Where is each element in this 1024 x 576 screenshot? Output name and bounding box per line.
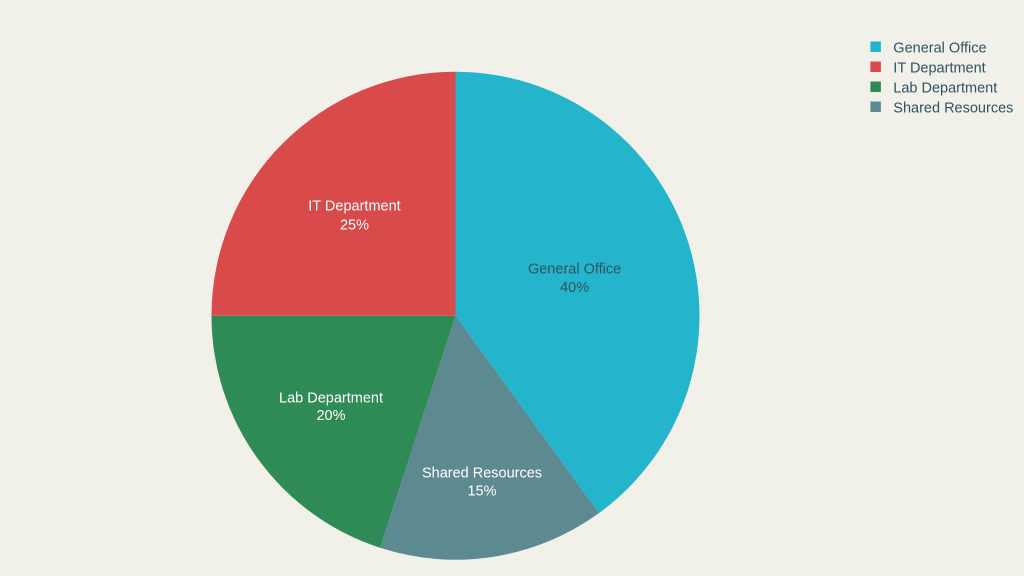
svg-text:15%: 15%: [467, 483, 496, 499]
svg-text:IT Department: IT Department: [308, 199, 400, 215]
svg-text:Lab Department: Lab Department: [893, 80, 997, 96]
svg-text:40%: 40%: [560, 280, 589, 296]
svg-text:Shared Resources: Shared Resources: [422, 466, 542, 482]
svg-text:IT Department: IT Department: [893, 60, 985, 76]
svg-text:General Office: General Office: [528, 261, 621, 277]
svg-text:Shared Resources: Shared Resources: [893, 100, 1013, 116]
svg-text:General Office: General Office: [893, 40, 986, 56]
svg-text:Lab Department: Lab Department: [279, 390, 383, 406]
svg-text:20%: 20%: [316, 408, 345, 424]
svg-text:25%: 25%: [340, 218, 369, 234]
